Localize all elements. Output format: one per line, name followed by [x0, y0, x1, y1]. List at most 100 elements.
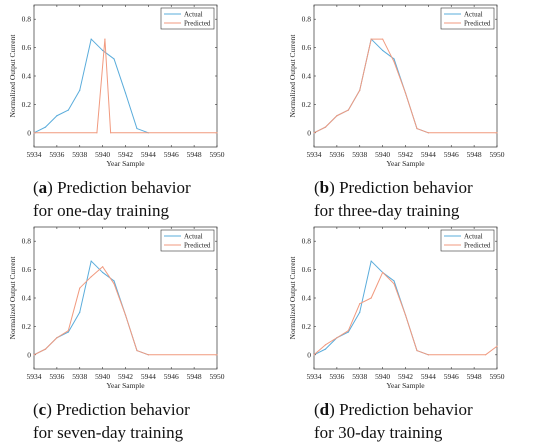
data-point-predicted [90, 276, 92, 278]
y-axis-label: Normalized Output Current [288, 34, 297, 118]
data-point-predicted [347, 109, 349, 111]
x-tick-label: 5934 [27, 372, 42, 381]
legend-label-predicted: Predicted [184, 242, 211, 250]
y-tick-label: 0.6 [302, 265, 312, 274]
y-axis-label: Normalized Output Current [288, 256, 297, 340]
data-point-predicted [416, 349, 418, 352]
data-point-actual [136, 127, 138, 130]
x-tick-label: 5948 [467, 150, 482, 159]
x-tick-label: 5938 [72, 372, 87, 381]
data-point-actual [56, 115, 58, 117]
x-tick-label: 5940 [95, 150, 110, 159]
caption-line-1: Prediction behavior [51, 400, 190, 419]
x-tick-label: 5938 [352, 372, 367, 381]
x-tick-label: 5950 [210, 372, 225, 381]
y-tick-label: 0.8 [302, 15, 312, 24]
caption-line-2: for seven-day training [33, 423, 184, 442]
x-tick-label: 5940 [375, 150, 390, 159]
y-axis-label: Normalized Output Current [8, 34, 17, 118]
y-tick-label: 0.2 [302, 322, 312, 331]
caption-c: (c) Prediction behavior for seven-day tr… [33, 400, 190, 442]
data-point-actual [382, 49, 384, 52]
y-tick-label: 0.4 [22, 72, 32, 81]
data-point-predicted [427, 354, 429, 356]
x-tick-label: 5948 [187, 372, 202, 381]
chart-panel-a: 5934 5936 5938 5940 5942 5944 5946 5948 5950 0 0.2… [8, 4, 225, 168]
data-point-predicted [102, 266, 104, 268]
data-point-predicted [359, 89, 361, 91]
data-point-predicted [216, 132, 218, 134]
data-point-actual [90, 260, 92, 262]
legend-label-actual: Actual [184, 233, 203, 241]
x-tick-label: 5948 [467, 372, 482, 381]
x-tick-label: 5940 [375, 372, 390, 381]
y-tick-label: 0.2 [22, 322, 32, 331]
caption-line-2: for three-day training [314, 201, 460, 220]
legend-label-actual: Actual [464, 233, 483, 241]
data-point-actual [79, 311, 81, 313]
data-point-predicted [56, 337, 58, 339]
y-tick-label: 0 [307, 128, 311, 137]
data-point-predicted [370, 38, 372, 40]
data-point-predicted [336, 115, 338, 117]
data-point-predicted [336, 337, 338, 339]
x-tick-label: 5934 [307, 150, 322, 159]
x-tick-label: 5942 [118, 372, 133, 381]
legend-label-predicted: Predicted [184, 20, 211, 28]
data-point-actual [79, 89, 81, 91]
data-point-actual [102, 271, 104, 274]
x-tick-label: 5948 [187, 150, 202, 159]
data-point-predicted [44, 348, 47, 350]
y-tick-label: 0.2 [22, 100, 32, 109]
chart-panel-d: 5934 5936 5938 5940 5942 5944 5946 5948 5950 0 0.2… [288, 226, 505, 390]
x-axis-label: Year Sample [106, 159, 145, 168]
caption-letter: a [38, 178, 48, 197]
data-point-predicted [370, 297, 372, 299]
y-tick-label: 0.4 [22, 294, 32, 303]
caption-line-2: for 30-day training [314, 423, 443, 442]
series-line-actual [33, 260, 149, 356]
x-tick-label: 5950 [490, 372, 505, 381]
data-point-predicted [113, 283, 115, 285]
x-tick-label: 5944 [141, 372, 156, 381]
y-tick-label: 0.6 [22, 265, 32, 274]
data-point-actual [324, 348, 327, 350]
legend-box [160, 229, 215, 252]
x-tick-label: 5940 [95, 372, 110, 381]
data-point-predicted [496, 132, 498, 134]
y-tick-label: 0.6 [22, 43, 32, 52]
data-point-predicted [404, 314, 407, 316]
x-tick-label: 5942 [118, 150, 133, 159]
legend-label-actual: Actual [464, 11, 483, 19]
x-tick-label: 5936 [329, 372, 344, 381]
data-point-predicted [136, 349, 138, 352]
data-point-predicted [313, 132, 315, 134]
caption-letter: d [319, 400, 330, 419]
x-tick-label: 5934 [307, 372, 322, 381]
x-tick-label: 5946 [444, 150, 459, 159]
x-tick-label: 5936 [49, 372, 64, 381]
data-point-predicted [33, 132, 35, 134]
data-point-predicted [79, 287, 81, 289]
x-axis-label: Year Sample [386, 381, 425, 390]
data-point-actual [67, 331, 69, 333]
y-tick-label: 0.8 [22, 237, 32, 246]
x-tick-label: 5942 [398, 150, 413, 159]
legend-label-predicted: Predicted [464, 20, 491, 28]
data-point-actual [67, 109, 69, 111]
data-point-predicted [393, 61, 395, 63]
data-point-predicted [427, 132, 429, 134]
y-tick-label: 0.6 [302, 43, 312, 52]
legend-label-predicted: Predicted [464, 242, 491, 250]
caption-line-1: Prediction behavior [334, 400, 473, 419]
x-tick-label: 5938 [72, 150, 87, 159]
legend-box [160, 7, 215, 30]
data-point-predicted [382, 271, 384, 274]
data-point-actual [113, 58, 115, 60]
x-tick-label: 5944 [421, 372, 436, 381]
data-point-predicted [104, 38, 106, 40]
data-point-predicted [359, 303, 361, 305]
data-point-actual [44, 126, 47, 128]
